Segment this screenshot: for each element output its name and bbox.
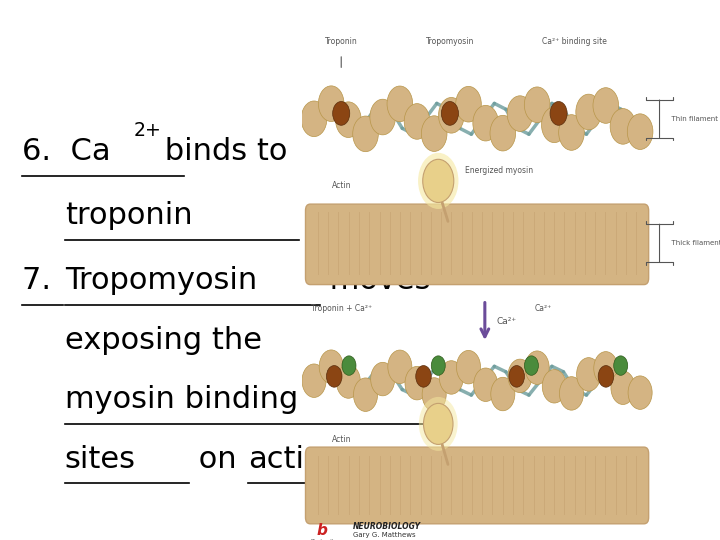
Text: Ca²⁺: Ca²⁺ [534, 304, 552, 313]
Circle shape [577, 357, 600, 391]
Text: NEUROBIOLOGY: NEUROBIOLOGY [353, 522, 421, 531]
Text: Tropomyosin: Tropomyosin [426, 37, 474, 46]
Circle shape [508, 359, 532, 393]
Text: Blackwell
Science: Blackwell Science [310, 539, 333, 540]
Text: myosin binding: myosin binding [65, 385, 298, 414]
Circle shape [524, 87, 550, 123]
Text: Energized myosin: Energized myosin [465, 166, 534, 174]
Circle shape [594, 352, 618, 385]
Text: exposing the: exposing the [65, 326, 262, 355]
Circle shape [387, 86, 413, 122]
Circle shape [598, 366, 613, 387]
Text: 7.: 7. [22, 266, 60, 295]
Circle shape [550, 102, 567, 125]
Circle shape [423, 403, 453, 444]
Circle shape [576, 94, 601, 130]
Circle shape [524, 356, 539, 375]
Circle shape [388, 350, 412, 383]
Circle shape [438, 98, 464, 133]
Circle shape [333, 102, 350, 125]
Circle shape [418, 153, 459, 209]
Text: Actin: Actin [331, 181, 351, 190]
Circle shape [302, 364, 326, 397]
Circle shape [354, 378, 377, 411]
Text: Troponin + Ca²⁺: Troponin + Ca²⁺ [310, 304, 372, 313]
Text: Thick filament: Thick filament [667, 240, 720, 246]
Circle shape [336, 365, 361, 399]
Circle shape [336, 102, 361, 138]
Circle shape [342, 356, 356, 375]
Text: sites: sites [65, 444, 136, 474]
FancyBboxPatch shape [305, 204, 649, 285]
Circle shape [507, 96, 533, 131]
Circle shape [319, 350, 343, 383]
Circle shape [628, 376, 652, 409]
Circle shape [559, 114, 584, 150]
Circle shape [415, 366, 431, 387]
Text: Troponin: Troponin [325, 37, 358, 46]
Text: binds to: binds to [155, 137, 287, 166]
Text: 6.  Ca: 6. Ca [22, 137, 110, 166]
Circle shape [404, 104, 430, 139]
Circle shape [422, 377, 446, 411]
Circle shape [542, 369, 567, 403]
Circle shape [474, 368, 498, 401]
Circle shape [491, 377, 515, 411]
Circle shape [353, 116, 378, 152]
Circle shape [370, 99, 395, 135]
Text: Actin: Actin [331, 435, 351, 444]
Text: Thin filament: Thin filament [667, 116, 719, 122]
Circle shape [490, 116, 516, 151]
Circle shape [627, 114, 653, 150]
Text: b: b [316, 523, 328, 538]
Circle shape [318, 86, 344, 122]
Text: actin: actin [248, 444, 324, 474]
Text: 2+: 2+ [134, 121, 162, 140]
Circle shape [610, 109, 636, 144]
Circle shape [559, 377, 583, 410]
Text: Tropomyosin: Tropomyosin [65, 266, 257, 295]
Text: moves: moves [320, 266, 431, 295]
Circle shape [439, 361, 464, 394]
Text: troponin: troponin [65, 201, 192, 231]
Circle shape [431, 356, 445, 375]
Circle shape [326, 366, 342, 387]
Circle shape [456, 86, 481, 122]
Circle shape [441, 102, 459, 125]
Circle shape [541, 107, 567, 143]
Circle shape [419, 397, 458, 451]
Circle shape [525, 351, 549, 384]
Text: on: on [189, 444, 246, 474]
Circle shape [613, 356, 628, 375]
Text: Ca²⁺: Ca²⁺ [497, 317, 517, 326]
Text: Gary G. Matthews: Gary G. Matthews [353, 531, 415, 538]
Circle shape [405, 367, 429, 400]
Text: Ca²⁺ binding site: Ca²⁺ binding site [541, 37, 606, 46]
FancyBboxPatch shape [305, 447, 649, 524]
Circle shape [611, 371, 635, 404]
Circle shape [421, 116, 447, 151]
Circle shape [593, 87, 618, 123]
Circle shape [473, 105, 498, 141]
Circle shape [371, 362, 395, 396]
Circle shape [509, 366, 524, 387]
Circle shape [456, 350, 480, 384]
Circle shape [301, 101, 327, 137]
Circle shape [423, 159, 454, 202]
